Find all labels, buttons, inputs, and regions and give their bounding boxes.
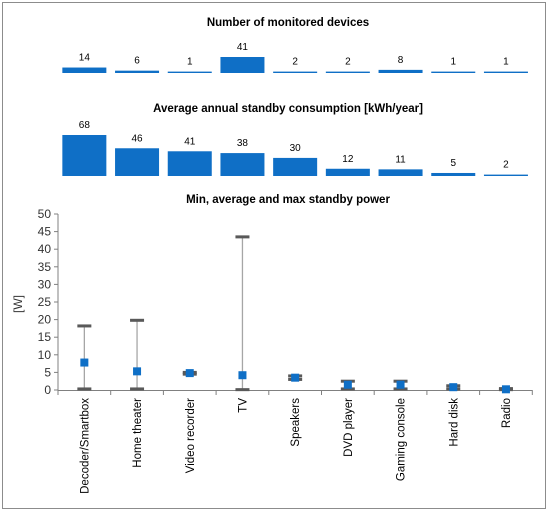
devices-bar (325, 71, 370, 73)
x-category-label: Hard disk (448, 398, 460, 447)
devices-bar-value-label: 2 (345, 57, 351, 68)
devices-bar-value-label: 1 (503, 57, 509, 68)
avg-marker (343, 380, 352, 389)
consumption-bar (62, 135, 107, 176)
x-category-label: Decoder/Smartbox (79, 398, 91, 494)
avg-marker (449, 383, 458, 392)
devices-bar-value-label: 8 (398, 55, 404, 66)
y-tick-label: 45 (38, 225, 52, 239)
consumption-bar (115, 148, 160, 176)
consumption-bar (431, 172, 476, 176)
consumption-bar (325, 168, 370, 176)
max-marker (235, 235, 250, 239)
consumption-bar-value-label: 5 (450, 158, 456, 169)
avg-marker (238, 371, 247, 380)
x-category-label: Radio (501, 398, 513, 428)
devices-bar (62, 67, 107, 73)
y-tick-label: 20 (38, 313, 52, 327)
consumption-bar-value-label: 38 (237, 138, 249, 149)
avg-marker (133, 367, 142, 376)
y-tick-label: 30 (38, 277, 52, 291)
consumption-bar (483, 174, 528, 176)
chart-title-power: Min, average and max standby power (186, 194, 390, 206)
consumption-bar (167, 151, 212, 176)
power-y-ticks: 0 5 10 15 20 25 30 35 40 45 50 (38, 207, 58, 397)
min-marker (393, 387, 408, 391)
devices-bar (431, 71, 476, 73)
devices-bar-value-label: 14 (79, 53, 91, 64)
power-axes (57, 214, 533, 395)
devices-bar-value-label: 2 (292, 57, 298, 68)
y-tick-label: 5 (44, 365, 51, 379)
min-marker (130, 387, 145, 391)
consumption-bar-series: 68 46 41 38 30 12 11 5 2 (62, 120, 528, 176)
max-marker (77, 324, 92, 328)
avg-marker (185, 369, 194, 378)
avg-marker (396, 380, 405, 389)
avg-marker (501, 385, 510, 394)
devices-bar (167, 71, 212, 73)
y-axis-label: [W] (11, 295, 25, 313)
devices-bar-value-label: 41 (237, 42, 249, 53)
devices-bar (273, 71, 318, 73)
consumption-bar (378, 169, 423, 176)
devices-bar-value-label: 6 (134, 56, 140, 67)
y-tick-label: 35 (38, 260, 52, 274)
y-tick-label: 50 (38, 207, 52, 221)
x-category-label: Video recorder (185, 398, 197, 473)
min-marker (77, 387, 92, 391)
devices-bar (483, 71, 528, 73)
x-category-label: TV (237, 398, 249, 413)
devices-bar-series: 14 6 1 41 2 2 8 1 1 (62, 42, 528, 73)
consumption-bar-value-label: 41 (184, 136, 196, 147)
category-labels: Decoder/Smartbox Home theater Video record… (79, 398, 513, 494)
x-category-label: DVD player (343, 398, 355, 457)
y-tick-label: 10 (38, 348, 52, 362)
max-marker (130, 318, 145, 322)
consumption-bar-value-label: 30 (290, 143, 302, 154)
devices-bar-value-label: 1 (187, 57, 193, 68)
x-category-label: Home theater (132, 398, 144, 468)
x-category-label: Speakers (290, 398, 302, 447)
y-tick-label: 15 (38, 330, 52, 344)
consumption-bar-value-label: 68 (79, 120, 91, 131)
power-range-series (77, 235, 513, 394)
consumption-bar (220, 153, 265, 176)
consumption-bar-value-label: 46 (131, 133, 143, 144)
consumption-bar-value-label: 11 (395, 154, 406, 165)
min-marker (235, 388, 250, 392)
devices-bar (115, 70, 160, 73)
y-tick-label: 25 (38, 295, 52, 309)
chart-title-consumption: Average annual standby consumption [kWh/… (153, 103, 423, 115)
avg-marker (80, 358, 89, 367)
min-marker (340, 387, 355, 391)
y-tick-label: 40 (38, 242, 52, 256)
consumption-bar (273, 157, 318, 176)
figure-frame (2, 2, 546, 509)
consumption-bar-value-label: 2 (503, 160, 509, 171)
y-tick-label: 0 (44, 383, 51, 397)
chart-title-devices: Number of monitored devices (207, 17, 369, 29)
x-category-label: Gaming console (396, 398, 408, 481)
avg-marker (291, 373, 300, 382)
devices-bar (220, 57, 265, 73)
consumption-bar-value-label: 12 (342, 154, 354, 165)
devices-bar (378, 69, 423, 73)
devices-bar-value-label: 1 (450, 57, 456, 68)
